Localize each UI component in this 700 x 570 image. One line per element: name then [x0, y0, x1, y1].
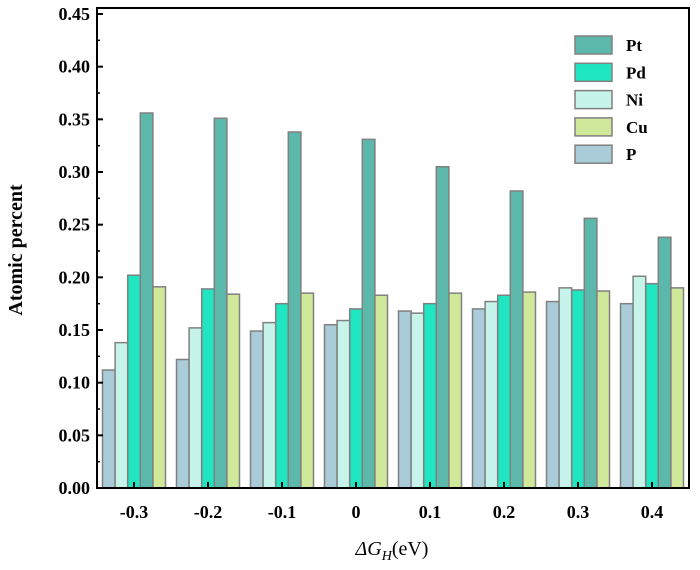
x-tick-label: -0.1: [268, 502, 297, 522]
bar-p: [471, 308, 486, 489]
legend-swatch-pt: [574, 35, 613, 55]
y-tick-label: 0.40: [59, 57, 91, 77]
plot-frame: [96, 7, 690, 489]
bar-cu: [152, 286, 167, 489]
bar-cu: [596, 290, 611, 489]
bar-pd: [644, 282, 660, 489]
bar-ni: [114, 341, 129, 489]
y-tick-label: 0.25: [59, 215, 91, 235]
bar-pd: [496, 294, 512, 489]
bar-pt: [583, 217, 598, 489]
y-axis: 0.00 0.05 0.10 0.15 0.20 0.25 0.30 0.35 0.40 0.45: [59, 4, 103, 498]
bars: [101, 112, 685, 489]
bar-pt: [213, 117, 228, 489]
x-axis: -0.3 -0.2 -0.1 0 0.1 0.2 0.3 0.4: [120, 482, 664, 522]
y-tick-label: 0.35: [59, 109, 91, 129]
bar-pd: [570, 289, 586, 489]
x-tick-label: 0.1: [419, 502, 442, 522]
y-tick-label: 0.00: [59, 478, 91, 498]
y-tick-label: 0.20: [59, 267, 91, 287]
bar-ni: [632, 275, 647, 489]
x-tick-label: 0: [352, 502, 361, 522]
bar-pd: [274, 302, 290, 489]
bar-pd: [422, 302, 438, 489]
legend-swatch-ni: [574, 89, 613, 110]
bar-pt: [139, 112, 154, 489]
x-tick-label: -0.2: [194, 502, 223, 522]
bar-ni: [262, 321, 277, 489]
y-tick-label: 0.05: [59, 425, 91, 445]
bar-pt: [361, 138, 376, 489]
legend-label: Pt: [626, 36, 642, 55]
bar-ni: [484, 300, 499, 489]
bar-p: [101, 369, 116, 489]
legend-label: Cu: [626, 118, 648, 137]
x-axis-label: ΔGH(eV): [355, 538, 429, 564]
legend-swatch-cu: [574, 117, 613, 137]
bar-ni: [336, 319, 351, 489]
bar-pd: [348, 308, 364, 489]
bar-p: [619, 302, 634, 489]
bar-cu: [300, 292, 315, 489]
y-axis-label: Atomic percent: [5, 184, 27, 316]
bar-p: [323, 323, 338, 489]
bar-cu: [448, 292, 463, 489]
bar-cu: [670, 287, 685, 489]
y-tick-label: 0.30: [59, 162, 91, 182]
bar-cu: [374, 294, 389, 489]
y-tick-label: 0.10: [59, 373, 91, 393]
y-tick-label: 0.45: [59, 4, 91, 24]
bar-p: [249, 330, 264, 489]
legend-label: Pd: [626, 63, 646, 82]
bar-pd: [126, 274, 142, 489]
x-tick-label: 0.2: [493, 502, 516, 522]
bar-pt: [509, 190, 524, 489]
bar-p: [545, 300, 560, 489]
bar-ni: [188, 327, 203, 489]
bar-pt: [657, 236, 672, 489]
legend-swatch-pd: [574, 62, 613, 83]
bar-cu: [226, 293, 241, 489]
bar-pd: [200, 288, 216, 489]
y-tick-label: 0.15: [59, 320, 91, 340]
bar-pt: [435, 165, 450, 489]
bar-p: [397, 310, 412, 489]
bar-pt: [287, 131, 302, 489]
bar-cu: [522, 291, 537, 489]
legend: Pt Pd Ni Cu P: [574, 35, 648, 164]
x-tick-label: 0.4: [641, 502, 664, 522]
bar-ni: [558, 287, 573, 489]
x-tick-label: -0.3: [120, 502, 149, 522]
bar-ni: [410, 312, 425, 489]
bar-p: [175, 358, 190, 489]
legend-label: P: [626, 145, 636, 164]
x-tick-label: 0.3: [567, 502, 590, 522]
legend-swatch-p: [574, 144, 613, 164]
legend-label: Ni: [626, 91, 643, 110]
